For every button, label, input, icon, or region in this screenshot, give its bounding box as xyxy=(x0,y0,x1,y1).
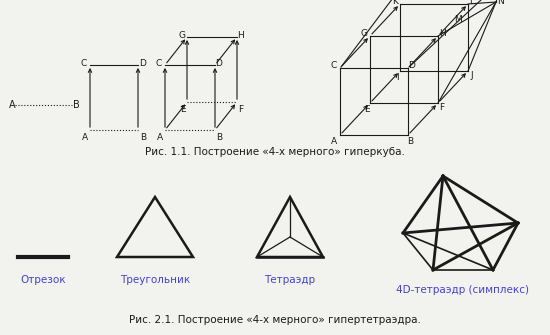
Text: A: A xyxy=(9,100,15,110)
Text: Отрезок: Отрезок xyxy=(20,275,66,285)
Text: A: A xyxy=(157,133,163,141)
Text: K: K xyxy=(392,0,398,6)
Text: Рис. 2.1. Построение «4-х мерного» гипертетраэдра.: Рис. 2.1. Построение «4-х мерного» гипер… xyxy=(129,315,421,325)
Text: Рис. 1.1. Построение «4-х мерного» гиперкуба.: Рис. 1.1. Построение «4-х мерного» гипер… xyxy=(145,147,405,157)
Text: B: B xyxy=(73,100,79,110)
Text: B: B xyxy=(407,137,413,146)
Text: M: M xyxy=(454,15,462,24)
Text: N: N xyxy=(498,0,504,6)
Text: H: H xyxy=(238,30,244,40)
Text: D: D xyxy=(140,60,146,68)
Text: C: C xyxy=(81,60,87,68)
Text: I: I xyxy=(395,73,398,82)
Text: D: D xyxy=(216,59,222,67)
Text: D: D xyxy=(409,62,415,70)
Text: H: H xyxy=(439,29,446,39)
Text: C: C xyxy=(156,59,162,67)
Text: 4D-тетраэдр (симплекс): 4D-тетраэдр (симплекс) xyxy=(397,285,530,295)
Text: F: F xyxy=(439,104,444,113)
Text: E: E xyxy=(364,106,370,115)
Text: C: C xyxy=(331,62,337,70)
Text: Тетраэдр: Тетраэдр xyxy=(265,275,316,285)
Text: B: B xyxy=(216,133,222,141)
Text: L: L xyxy=(470,0,475,6)
Text: B: B xyxy=(140,133,146,141)
Text: E: E xyxy=(180,105,186,114)
Text: J: J xyxy=(471,70,474,79)
Text: G: G xyxy=(360,29,367,39)
Text: F: F xyxy=(239,105,244,114)
Text: A: A xyxy=(331,137,337,146)
Text: A: A xyxy=(82,133,88,141)
Text: Треугольник: Треугольник xyxy=(120,275,190,285)
Text: G: G xyxy=(179,30,185,40)
